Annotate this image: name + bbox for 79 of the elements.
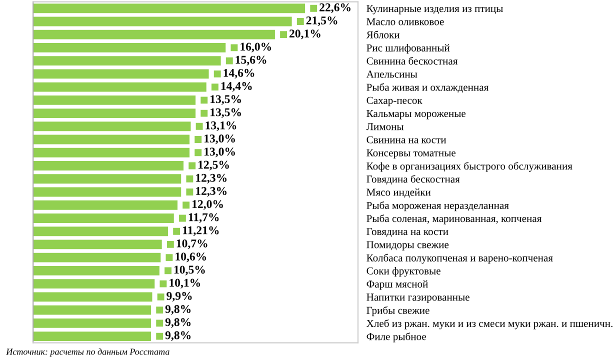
bar — [33, 252, 161, 262]
bar — [33, 108, 196, 118]
y-tick-label: Сахар-песок — [366, 96, 422, 106]
data-label: 13,0% — [204, 148, 235, 158]
data-label: 20,1% — [289, 30, 320, 40]
bar — [33, 69, 209, 79]
data-label: 10,5% — [174, 266, 205, 276]
data-label: 14,4% — [221, 82, 252, 92]
y-tick-label: Консервы томатные — [366, 149, 456, 159]
y-tick-label: Мясо индейки — [366, 188, 431, 198]
bar — [33, 82, 206, 92]
y-tick-label: Грибы свежие — [366, 306, 430, 316]
y-tick-label: Апельсины — [366, 70, 418, 78]
y-tick-label: Рыба мороженая неразделанная — [366, 201, 509, 212]
data-label: 14,6% — [224, 68, 254, 79]
bar — [33, 148, 190, 158]
y-tick-label: Напитки газированные — [366, 294, 470, 303]
y-tick-label: Кулинарные изделия из птицы — [366, 5, 503, 14]
data-label: 15,6% — [236, 56, 266, 66]
y-tick-label: Масло оливковое — [366, 18, 444, 26]
bar — [33, 266, 160, 276]
bar — [33, 174, 182, 184]
data-label: 9,8% — [165, 318, 191, 328]
data-label: 22,6% — [320, 3, 350, 14]
text: Источник: расчеты по данным Росстата — [6, 348, 170, 357]
data-label: 13,0% — [204, 134, 235, 144]
bar — [33, 4, 306, 14]
data-label: 9,8% — [165, 331, 191, 341]
y-tick-label: Говядина бескостная — [366, 175, 460, 185]
data-label: 12,3% — [196, 186, 226, 197]
data-label: 11,21% — [182, 226, 219, 236]
data-label: 12,5% — [198, 160, 229, 170]
y-tick-label: Говядина на кости — [366, 228, 448, 238]
data-label: 13,1% — [206, 121, 236, 132]
data-label: 16,0% — [240, 42, 272, 52]
y-tick-label: Фарш мясной — [366, 280, 428, 290]
y-tick-label: Филе рыбное — [366, 332, 426, 342]
bar — [33, 305, 152, 315]
bar — [33, 134, 190, 144]
bar — [33, 318, 152, 328]
data-label: 13,5% — [210, 95, 241, 105]
bar — [33, 161, 184, 170]
data-label: 21,5% — [306, 16, 338, 26]
data-label: 10,1% — [170, 278, 200, 288]
bar — [33, 95, 196, 105]
bar — [33, 42, 226, 52]
y-tick-label: Лимоны — [366, 123, 404, 130]
bar — [33, 332, 152, 342]
data-label: 10,7% — [176, 239, 208, 250]
data-label: 11,7% — [188, 213, 219, 223]
y-tick-label: Кофе в организациях быстрого обслуживания — [366, 162, 572, 172]
bar — [33, 240, 162, 250]
bar — [33, 214, 174, 223]
y-tick-label: Колбаса полукопченая и варено-копченая — [366, 254, 553, 264]
y-tick-label: Рыба соленая, маринованная, копченая — [366, 214, 542, 224]
data-label: 9,9% — [166, 292, 192, 302]
y-tick-label: Помидоры свежие — [366, 241, 449, 250]
bar — [33, 187, 182, 197]
bar — [33, 30, 275, 40]
y-tick-label: Свинина бескостная — [366, 56, 458, 65]
y-tick-label: Яблоки — [366, 30, 400, 38]
data-label: 13,5% — [210, 108, 241, 118]
bar — [33, 200, 178, 210]
y-tick-label: Хлеб из ржан. муки и из смеси муки ржан. и пшеничн. — [366, 319, 612, 330]
y-tick-label: Свинина на кости — [366, 136, 446, 144]
bar — [33, 122, 191, 132]
bar — [33, 279, 155, 289]
data-label: 12,0% — [192, 200, 223, 210]
bar — [33, 16, 292, 26]
y-tick-label: Соки фруктовые — [366, 267, 440, 277]
data-label: 10,6% — [176, 252, 206, 262]
bar — [33, 226, 168, 236]
data-label: 12,3% — [196, 174, 226, 184]
y-tick-label: Кальмары мороженые — [366, 110, 466, 120]
bar — [33, 292, 152, 302]
y-tick-label: Рис шлифованный — [366, 44, 450, 54]
data-label: 9,8% — [165, 305, 191, 315]
y-tick-label: Рыба живая и охлажденная — [366, 83, 488, 93]
bar — [33, 56, 221, 66]
